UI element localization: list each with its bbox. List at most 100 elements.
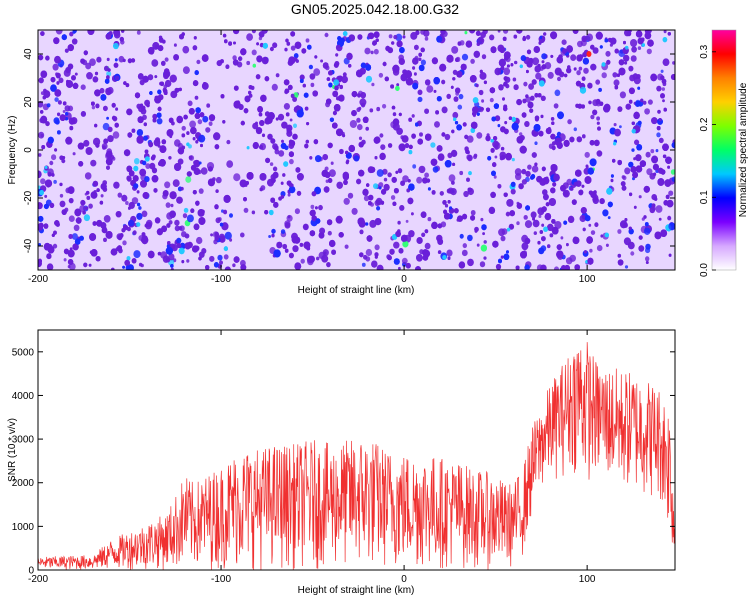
snr-y-label: SNR (10 * v/v): [7, 418, 18, 482]
spectrogram-cell: [374, 252, 379, 257]
spectrogram-cell: [246, 172, 254, 180]
spectrogram-cell: [220, 94, 225, 99]
spectrogram-cell: [159, 81, 163, 86]
spectrogram-cell: [334, 85, 339, 91]
spectrogram-cell: [632, 171, 638, 179]
spectrogram-cell: [110, 248, 118, 256]
spectrogram-cell: [195, 163, 199, 168]
spectrogram-cell: [103, 105, 108, 112]
spectrogram-cell: [399, 47, 405, 54]
spectrogram-cell: [348, 34, 355, 42]
spectrogram-cell: [201, 209, 205, 214]
spectrogram-cell: [126, 165, 133, 172]
spectrogram-cell: [102, 122, 110, 131]
spectrogram-cell: [103, 138, 109, 144]
spectrogram-cell: [269, 209, 274, 216]
spectrogram-cell: [285, 38, 289, 43]
spectrogram-cell: [173, 43, 177, 47]
spectrogram-cell: [521, 112, 527, 118]
spectrogram-cell: [434, 121, 440, 128]
spectrogram-cell: [645, 261, 649, 264]
spectrogram-cell: [520, 251, 527, 259]
spectrogram-cell: [40, 70, 48, 78]
spectrogram-cell: [264, 76, 270, 82]
spectrogram-cell: [349, 120, 357, 128]
spectrogram-cell: [656, 132, 661, 138]
spectrogram-cell: [67, 105, 74, 112]
spectrogram-cell: [416, 176, 423, 184]
snr-x-ticks: -200 -100 0 100: [28, 330, 596, 585]
spectrogram-cell: [567, 215, 575, 223]
spectrogram-cell: [180, 186, 184, 191]
spectrogram-cell: [50, 77, 56, 83]
spectrogram-cell: [228, 41, 233, 46]
spectrogram-cell: [158, 94, 164, 101]
spectrogram-cell: [523, 81, 528, 87]
spectrogram-cell: [38, 223, 43, 231]
spectrogram-cell: [210, 233, 214, 237]
spectrogram-cell: [657, 178, 665, 186]
spectrogram-cell: [476, 112, 480, 116]
spectrogram-cell: [57, 100, 62, 105]
spectrogram-cell: [500, 255, 504, 259]
spectrogram-cell: [201, 54, 209, 62]
spectrogram-cell: [499, 156, 504, 161]
spectrogram-cell: [315, 206, 318, 210]
spectrogram-cell: [668, 253, 672, 257]
spectrogram-cell: [588, 190, 593, 195]
spectrogram-cell: [368, 201, 372, 206]
spectrogram-cell: [524, 220, 533, 229]
spectrogram-cell: [383, 183, 390, 191]
spectrogram-cell: [647, 39, 654, 47]
snr-frame: [37, 329, 676, 571]
spectrogram-cell: [156, 118, 163, 125]
spectrogram-cell: [89, 233, 97, 241]
spectrogram-cell: [458, 261, 466, 269]
spectrogram-cell: [51, 173, 55, 177]
spectrogram-cell: [665, 156, 672, 164]
spectrogram-cell: [168, 220, 173, 225]
spectrogram-cell: [107, 135, 114, 143]
spectrogram-cell: [453, 208, 459, 214]
spectrogram-cell: [563, 191, 568, 197]
spectrogram-cell: [288, 252, 294, 259]
spectrogram-cell: [492, 240, 499, 248]
spectrogram-cell: [61, 34, 67, 41]
spectrogram-cell: [198, 188, 204, 194]
spectrogram-cell: [388, 34, 393, 39]
spectrogram-cell: [361, 102, 366, 108]
spectrogram-cell: [581, 184, 585, 188]
spectrogram-cell: [631, 128, 636, 134]
spectrogram-cell: [633, 111, 640, 119]
spectrogram-cell: [243, 197, 247, 202]
spectrogram-cell: [309, 73, 316, 80]
spectrogram-cell: [215, 176, 222, 184]
spectrogram-cell: [494, 155, 498, 159]
spectrogram-cell: [416, 253, 423, 262]
spectrogram-cell: [107, 86, 114, 95]
spectrogram-cell: [91, 105, 96, 110]
spectrogram-cell: [326, 77, 331, 81]
spectrogram-cell: [662, 154, 667, 159]
spectrogram-cell: [186, 131, 190, 135]
spectrogram-cell: [371, 260, 378, 268]
spectrogram-cell: [198, 217, 206, 225]
spectrogram-cell: [359, 229, 364, 235]
spectrogram-cell: [281, 139, 284, 143]
spectrogram-cell: [563, 139, 570, 147]
spectrogram-cell: [491, 170, 496, 176]
spectrogram-cell: [314, 55, 318, 59]
spectrogram-cell: [312, 90, 319, 97]
spectrogram-cell: [83, 214, 90, 222]
spectrogram-cell: [90, 249, 98, 257]
spectrogram-cell: [373, 31, 380, 38]
spectrogram-cell: [413, 72, 417, 76]
spectrogram-cell: [357, 34, 363, 40]
spectrogram-cell: [391, 176, 397, 183]
spectrogram-cell: [337, 44, 341, 48]
spectrogram-cell: [506, 227, 511, 232]
colorbar-tick-label: 0.1: [699, 190, 710, 204]
spectrogram-cell: [335, 53, 339, 57]
spectrogram-cell: [489, 87, 496, 94]
spectrogram-cell: [125, 201, 129, 205]
